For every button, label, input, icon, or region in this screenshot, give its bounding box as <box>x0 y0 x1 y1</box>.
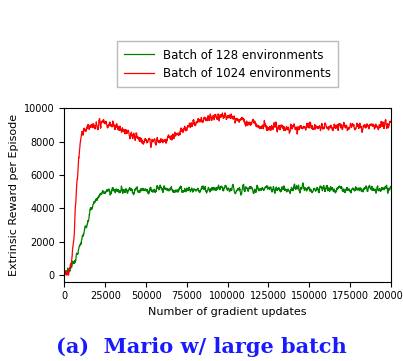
Batch of 1024 environments <box>379 119 384 124</box>
Line: Batch of 128 environments: Batch of 128 environments <box>64 183 391 273</box>
Batch of 128 environments <box>63 270 68 275</box>
Batch of 128 environments <box>79 240 84 245</box>
Batch of 128 environments <box>212 186 217 190</box>
Batch of 1024 environments <box>320 122 324 126</box>
Batch of 128 environments <box>320 186 324 190</box>
Batch of 1024 environments <box>388 120 393 124</box>
Batch of 1024 environments <box>64 273 69 277</box>
Batch of 128 environments <box>221 188 226 193</box>
Batch of 128 environments <box>388 184 393 189</box>
Batch of 1024 environments <box>212 115 217 119</box>
Batch of 1024 environments <box>79 133 84 138</box>
Batch of 128 environments <box>62 269 67 273</box>
Batch of 1024 environments <box>62 273 67 277</box>
Batch of 1024 environments <box>379 121 384 126</box>
Batch of 128 environments <box>379 187 384 191</box>
X-axis label: Number of gradient updates: Number of gradient updates <box>148 307 307 317</box>
Batch of 128 environments <box>379 188 384 192</box>
Text: (a)  Mario w/ large batch: (a) Mario w/ large batch <box>56 338 347 357</box>
Batch of 1024 environments <box>221 116 226 121</box>
Legend: Batch of 128 environments, Batch of 1024 environments: Batch of 128 environments, Batch of 1024… <box>117 42 338 87</box>
Line: Batch of 1024 environments: Batch of 1024 environments <box>64 113 391 275</box>
Y-axis label: Extrinsic Reward per Episode: Extrinsic Reward per Episode <box>8 114 19 276</box>
Batch of 128 environments <box>301 181 305 185</box>
Batch of 1024 environments <box>222 110 227 115</box>
